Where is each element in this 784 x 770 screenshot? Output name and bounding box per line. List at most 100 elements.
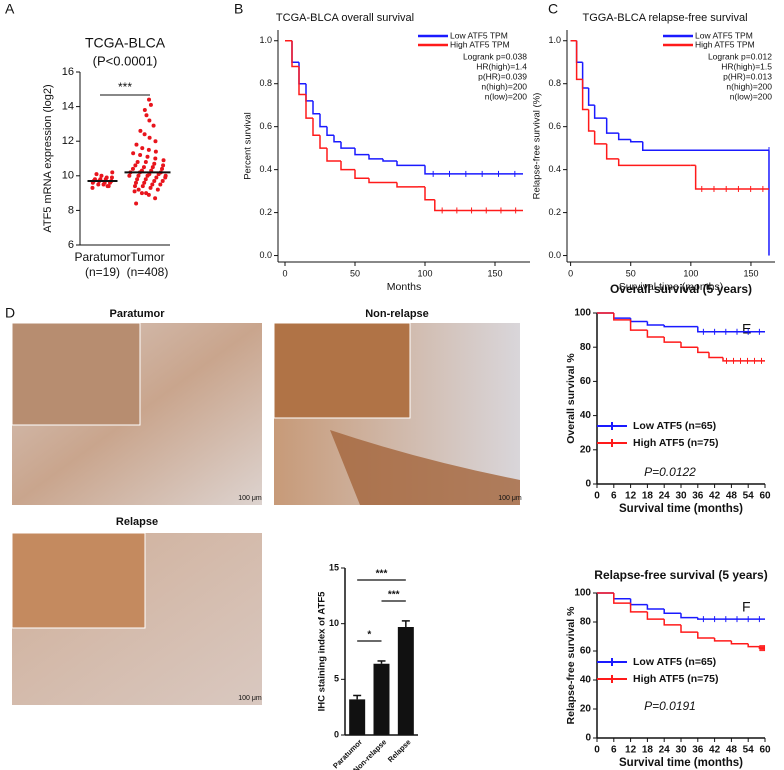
data-point <box>148 185 153 190</box>
km-step <box>587 88 595 106</box>
km-step <box>646 611 665 620</box>
x-tick-label: 6 <box>611 745 617 756</box>
km-step <box>326 126 334 137</box>
x-tick-label: 42 <box>709 745 721 756</box>
km-step <box>613 313 631 319</box>
km-step <box>326 148 341 162</box>
y-tick-label: 100 <box>574 588 591 599</box>
panel-letter: D <box>5 305 15 321</box>
data-point <box>151 123 156 128</box>
x-axis-label: Survival time (months) <box>619 281 723 293</box>
data-point <box>131 151 136 156</box>
km-step <box>312 100 320 115</box>
y-tick-label: 10 <box>329 618 339 628</box>
y-tick-label: 1.0 <box>548 35 561 45</box>
x-tick-label: 36 <box>692 745 704 756</box>
data-point <box>142 132 147 137</box>
annotation: n(high)=200 <box>726 81 772 91</box>
km-step <box>340 141 355 149</box>
km-step <box>629 319 648 331</box>
x-tick-label: 0 <box>594 745 600 756</box>
km-step <box>581 79 589 111</box>
x-tick-label: 36 <box>692 491 704 502</box>
km-step <box>629 598 648 606</box>
data-point <box>138 128 143 133</box>
km-step <box>319 135 327 149</box>
chart-subtitle: (P<0.0001) <box>93 53 158 68</box>
y-tick-label: 16 <box>62 66 74 78</box>
km-step <box>354 169 369 179</box>
y-tick-label: 0 <box>334 729 339 739</box>
y-tick-label: 6 <box>68 239 74 251</box>
data-point <box>135 159 140 164</box>
y-tick-label: 12 <box>62 135 74 147</box>
km-step <box>663 324 698 328</box>
x-tick-label: 42 <box>709 491 721 502</box>
y-tick-label: 0.4 <box>259 164 272 174</box>
panel-letter: A <box>5 1 15 17</box>
annotation: Logrank p=0.012 <box>708 51 772 61</box>
significance: *** <box>388 590 400 601</box>
data-point <box>150 165 155 170</box>
data-point <box>142 180 147 185</box>
km-step <box>663 619 681 626</box>
km-step <box>641 141 769 152</box>
km-step <box>680 342 698 348</box>
km-step <box>305 83 313 102</box>
x-axis-label: Months <box>387 281 421 293</box>
chart-title: TCGA-BLCA overall survival <box>276 12 414 24</box>
bar <box>397 627 414 735</box>
significance: *** <box>376 569 388 580</box>
y-tick-label: 60 <box>580 376 592 387</box>
data-point <box>153 149 158 154</box>
x-tick-label: 60 <box>759 491 771 502</box>
km-step <box>613 593 631 604</box>
x-tick-label: 48 <box>726 745 738 756</box>
km-step <box>697 326 765 333</box>
data-point <box>144 191 149 196</box>
km-step <box>708 352 723 359</box>
km-step <box>713 637 732 642</box>
annotation: P=0.0122 <box>644 465 696 479</box>
data-point <box>133 184 138 189</box>
km-step <box>312 118 320 137</box>
x-tick-label: 30 <box>675 491 687 502</box>
y-tick-label: 0.6 <box>259 121 272 131</box>
chart-title: TCGA-BLCA <box>85 35 166 51</box>
km-step <box>424 165 523 175</box>
data-point <box>158 182 163 187</box>
y-tick-label: 0.0 <box>548 250 561 260</box>
annotation: Logrank p=0.038 <box>463 51 527 61</box>
y-tick-label: 20 <box>580 704 592 715</box>
y-axis-label: Percent survival <box>243 112 254 180</box>
x-axis-label: Survival time (months) <box>619 503 743 515</box>
data-point <box>104 175 109 180</box>
data-point <box>147 118 152 123</box>
x-tick-label: Paratumor <box>74 250 130 264</box>
data-point <box>140 184 145 189</box>
data-point <box>130 166 135 171</box>
legend-label: High ATF5 (n=75) <box>633 437 718 449</box>
y-axis-label: ATF5 mRNA expression (log2) <box>42 84 54 232</box>
ihc-inset <box>11 532 146 629</box>
y-axis-label: IHC staining index of ATF5 <box>317 591 328 712</box>
scale-bar-label: 100 μm <box>238 495 262 502</box>
y-tick-label: 0.8 <box>259 78 272 88</box>
x-tick-label: 50 <box>350 268 360 278</box>
x-tick-label: 0 <box>568 268 573 278</box>
km-step <box>646 321 665 326</box>
ihc-inset <box>273 322 411 419</box>
x-tick-label: Tumor <box>130 250 164 264</box>
y-tick-label: 100 <box>574 308 591 319</box>
km-step <box>575 40 583 63</box>
x-tick-label: 48 <box>726 491 738 502</box>
y-tick-label: 0.8 <box>548 78 561 88</box>
data-point <box>155 187 160 192</box>
km-step <box>730 640 749 645</box>
chart-title: Relapse-free survival (5 years) <box>594 568 767 582</box>
y-tick-label: 0.2 <box>259 207 272 217</box>
legend-label: Low ATF5 (n=65) <box>633 420 716 432</box>
y-tick-label: 40 <box>580 675 592 686</box>
y-tick-label: 10 <box>62 170 74 182</box>
